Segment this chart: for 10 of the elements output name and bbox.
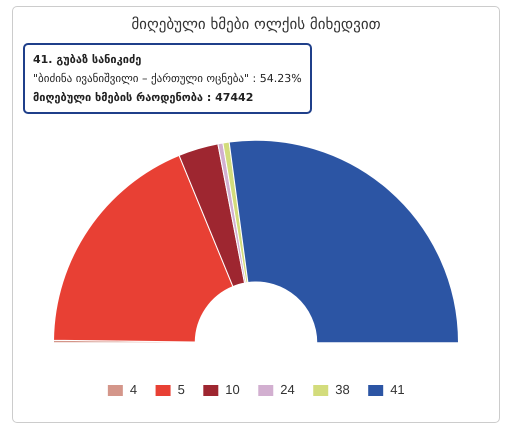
legend-label: 5 bbox=[178, 382, 185, 398]
text: "ბიძინა ივანიშვილი – ქართული ოცნება" : 54.23% bbox=[33, 71, 302, 87]
legend-label: 41 bbox=[390, 382, 405, 398]
text: 41. გუბაზ სანიკიძე bbox=[33, 52, 142, 68]
chart-title: მიღებული ხმები ოლქის მიხედვით bbox=[130, 15, 382, 33]
legend-label: 24 bbox=[280, 382, 295, 398]
legend-label: 4 bbox=[130, 382, 138, 398]
legend-label: 38 bbox=[335, 382, 350, 398]
text: მიღებული ხმების რაოდენობა : 47442 bbox=[33, 90, 254, 106]
legend-label: 10 bbox=[225, 382, 240, 398]
